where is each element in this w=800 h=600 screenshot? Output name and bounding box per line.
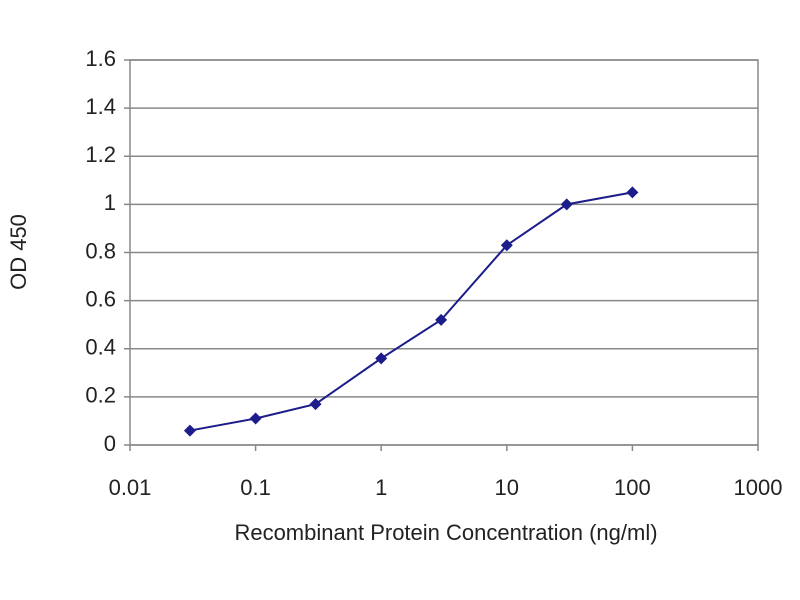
y-tick-label: 1.4 [85, 94, 116, 119]
data-point [375, 352, 388, 365]
y-tick-label: 0.8 [85, 238, 116, 263]
data-point [309, 398, 322, 411]
data-point [560, 198, 573, 211]
data-point [183, 424, 196, 437]
x-tick-label: 100 [614, 475, 651, 500]
x-tick-label: 0.1 [240, 475, 271, 500]
data-point [500, 239, 513, 252]
x-tick-label: 1000 [734, 475, 783, 500]
y-tick-label: 0.2 [85, 383, 116, 408]
y-tick-label: 0.6 [85, 286, 116, 311]
y-tick-label: 1.6 [85, 46, 116, 71]
data-point [249, 412, 262, 425]
x-tick-label: 1 [375, 475, 387, 500]
y-tick-label: 1.2 [85, 142, 116, 167]
data-line [189, 191, 633, 432]
x-axis-title: Recombinant Protein Concentration (ng/ml… [234, 520, 657, 545]
x-tick-label: 10 [495, 475, 519, 500]
y-tick-label: 1 [104, 190, 116, 215]
data-point [626, 186, 639, 199]
data-point [435, 313, 448, 326]
y-tick-label: 0 [104, 431, 116, 456]
y-tick-label: 0.4 [85, 335, 116, 360]
y-axis-title: OD 450 [6, 214, 31, 290]
x-tick-label: 0.01 [109, 475, 152, 500]
